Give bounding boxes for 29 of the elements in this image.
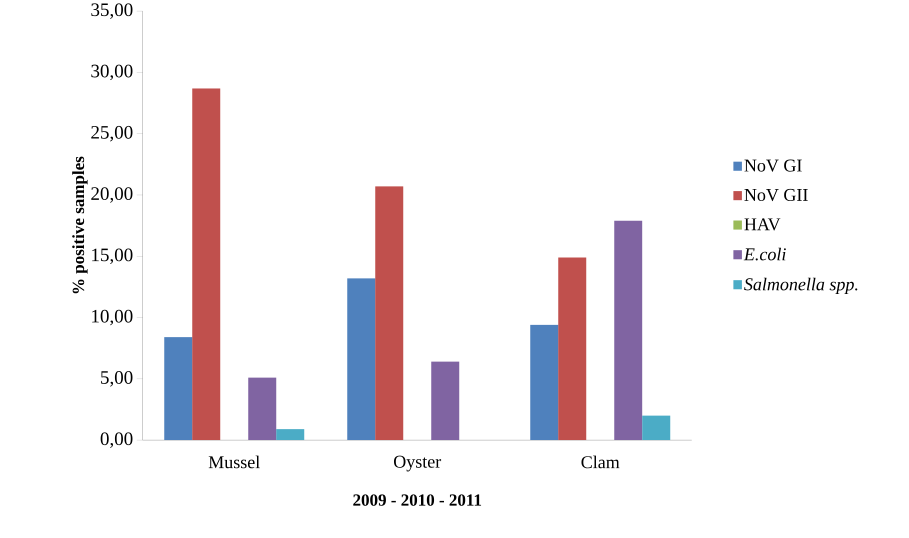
- y-tick-label: 30,00: [91, 64, 132, 80]
- legend-label: NoV GI: [744, 159, 802, 172]
- bar: [347, 278, 376, 440]
- bar: [192, 88, 220, 440]
- bar: [276, 429, 304, 440]
- x-tick-label: Oyster: [394, 456, 442, 472]
- bar: [375, 186, 404, 440]
- bar: [530, 324, 558, 440]
- y-axis-title: % positive samples: [72, 156, 88, 294]
- bar: [614, 220, 642, 440]
- legend-label: NoV GII: [744, 188, 808, 202]
- y-tick-label: 5,00: [101, 370, 132, 387]
- x-tick-label: Mussel: [208, 456, 260, 468]
- legend-label: E.coli: [744, 248, 786, 260]
- y-tick-label: 25,00: [91, 126, 132, 142]
- legend-label: Salmonella spp.: [744, 278, 858, 294]
- y-tick-label: 15,00: [92, 248, 132, 264]
- bar: [558, 257, 586, 440]
- y-tick-label: 10,00: [92, 310, 132, 326]
- x-axis-title: 2009 - 2010 - 2011: [353, 494, 482, 506]
- legend-label: HAV: [744, 218, 780, 230]
- y-tick-label: 0,00: [100, 432, 132, 448]
- bar: [248, 378, 276, 440]
- y-tick-label: 35,00: [91, 3, 132, 19]
- bar: [642, 416, 670, 440]
- y-tick-label: 20,00: [91, 187, 132, 203]
- x-tick-label: Clam: [581, 456, 620, 468]
- bar: [164, 337, 192, 440]
- bar: [431, 362, 460, 440]
